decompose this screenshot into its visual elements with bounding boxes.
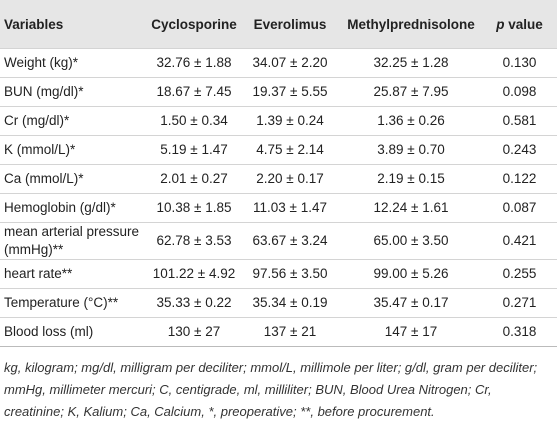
cell: 0.255	[482, 259, 557, 289]
cell: 34.07 ± 2.20	[240, 48, 340, 78]
header-cell: Cyclosporine	[148, 0, 240, 49]
header-cell: Methylprednisolone	[340, 0, 482, 49]
table-row: BUN (mg/dl)* 18.67 ± 7.45 19.37 ± 5.55 25.8…	[0, 77, 557, 107]
cell: 2.19 ± 0.15	[340, 164, 482, 194]
cell: 0.122	[482, 164, 557, 194]
cell: 0.087	[482, 193, 557, 223]
footnote: kg, kilogram; mg/dl, milligram per decil…	[4, 360, 538, 419]
row-label: Hemoglobin (g/dl)*	[0, 193, 148, 223]
cell: 1.39 ± 0.24	[240, 106, 340, 136]
cell: 25.87 ± 7.95	[340, 77, 482, 107]
row-label: BUN (mg/dl)*	[0, 77, 148, 107]
cell: 32.76 ± 1.88	[148, 48, 240, 78]
table-row: Cr (mg/dl)* 1.50 ± 0.34 1.39 ± 0.24 1.36 ± …	[0, 106, 557, 136]
cell: 130 ± 27	[148, 317, 240, 347]
cell: 0.271	[482, 288, 557, 318]
cell: 4.75 ± 2.14	[240, 135, 340, 165]
cell: 0.130	[482, 48, 557, 78]
row-label: Blood loss (ml)	[0, 317, 148, 347]
header-row: Variables Cyclosporine Everolimus Methyl…	[0, 0, 557, 49]
cell: 11.03 ± 1.47	[240, 193, 340, 223]
cell: 1.50 ± 0.34	[148, 106, 240, 136]
cell: 0.243	[482, 135, 557, 165]
row-label: Temperature (°C)**	[0, 288, 148, 318]
table-row: heart rate** 101.22 ± 4.92 97.56 ± 3.50 99.…	[0, 259, 557, 289]
cell: 2.01 ± 0.27	[148, 164, 240, 194]
row-label: mean arterial pressure (mmHg)**	[0, 222, 148, 260]
data-table: Variables Cyclosporine Everolimus Methyl…	[0, 0, 557, 347]
row-label: Ca (mmol/L)*	[0, 164, 148, 194]
row-label: K (mmol/L)*	[0, 135, 148, 165]
header-cell: p value	[482, 0, 557, 49]
cell: 5.19 ± 1.47	[148, 135, 240, 165]
cell: 101.22 ± 4.92	[148, 259, 240, 289]
cell: 147 ± 17	[340, 317, 482, 347]
table-row: Ca (mmol/L)* 2.01 ± 0.27 2.20 ± 0.17 2.19 ±…	[0, 164, 557, 194]
cell: 10.38 ± 1.85	[148, 193, 240, 223]
cell: 137 ± 21	[240, 317, 340, 347]
cell: 0.421	[482, 222, 557, 260]
cell: 99.00 ± 5.26	[340, 259, 482, 289]
header-cell: Variables	[0, 0, 148, 49]
table-row: mean arterial pressure (mmHg)** 62.78 ± 3…	[0, 222, 557, 260]
cell: 62.78 ± 3.53	[148, 222, 240, 260]
cell: 35.47 ± 0.17	[340, 288, 482, 318]
table-row: Blood loss (ml) 130 ± 27 137 ± 21 147 ± 17 0…	[0, 317, 557, 347]
cell: 65.00 ± 3.50	[340, 222, 482, 260]
cell: 0.318	[482, 317, 557, 347]
cell: 97.56 ± 3.50	[240, 259, 340, 289]
row-label: heart rate**	[0, 259, 148, 289]
header-cell: Everolimus	[240, 0, 340, 49]
cell: 63.67 ± 3.24	[240, 222, 340, 260]
cell: 1.36 ± 0.26	[340, 106, 482, 136]
cell: 3.89 ± 0.70	[340, 135, 482, 165]
cell: 0.098	[482, 77, 557, 107]
table-row: Temperature (°C)** 35.33 ± 0.22 35.34 ± 0.…	[0, 288, 557, 318]
cell: 35.33 ± 0.22	[148, 288, 240, 318]
table-row: K (mmol/L)* 5.19 ± 1.47 4.75 ± 2.14 3.89 ± …	[0, 135, 557, 165]
row-label: Weight (kg)*	[0, 48, 148, 78]
row-label: Cr (mg/dl)*	[0, 106, 148, 136]
cell: 32.25 ± 1.28	[340, 48, 482, 78]
table-row: Weight (kg)* 32.76 ± 1.88 34.07 ± 2.20 32.2…	[0, 48, 557, 78]
cell: 2.20 ± 0.17	[240, 164, 340, 194]
cell: 0.581	[482, 106, 557, 136]
cell: 35.34 ± 0.19	[240, 288, 340, 318]
cell: 18.67 ± 7.45	[148, 77, 240, 107]
table-row: Hemoglobin (g/dl)* 10.38 ± 1.85 11.03 ± 1.…	[0, 193, 557, 223]
cell: 12.24 ± 1.61	[340, 193, 482, 223]
table-body: Weight (kg)* 32.76 ± 1.88 34.07 ± 2.20 32.2…	[0, 48, 557, 347]
cell: 19.37 ± 5.55	[240, 77, 340, 107]
